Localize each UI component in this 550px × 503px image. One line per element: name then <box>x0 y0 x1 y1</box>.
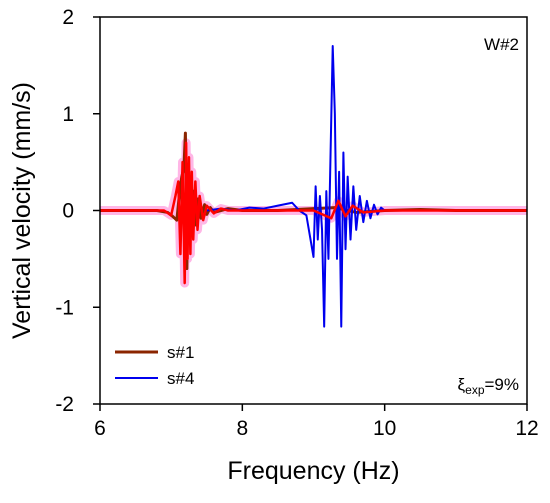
damping-value: =9% <box>485 375 520 394</box>
x-tick-label-1: 8 <box>236 417 248 440</box>
annotation-damping: ξexp=9% <box>458 375 519 397</box>
legend-label-s1: s#1 <box>167 343 194 362</box>
y-tick-label-4: -2 <box>55 393 74 416</box>
x-tick-label-0: 6 <box>94 417 106 440</box>
x-tick-label-2: 10 <box>373 417 396 440</box>
damping-subscript: exp <box>465 383 485 397</box>
y-tick-label-0: 2 <box>62 6 74 29</box>
y-tick-label-1: 1 <box>62 103 74 126</box>
y-axis-label: Vertical velocity (mm/s) <box>8 82 36 339</box>
damping-symbol: ξ <box>458 375 466 394</box>
x-tick-label-3: 12 <box>515 417 538 440</box>
legend-label-s4: s#4 <box>167 369 194 388</box>
y-tick-label-3: -1 <box>55 296 74 319</box>
x-axis-label: Frequency (Hz) <box>227 457 399 485</box>
y-tick-label-2: 0 <box>62 200 74 223</box>
annotation-well-id: W#2 <box>484 35 519 54</box>
series-line-2 <box>100 141 527 285</box>
series-line-1 <box>206 45 386 328</box>
series-layer <box>100 45 527 328</box>
legend: s#1 s#4 <box>115 343 194 388</box>
